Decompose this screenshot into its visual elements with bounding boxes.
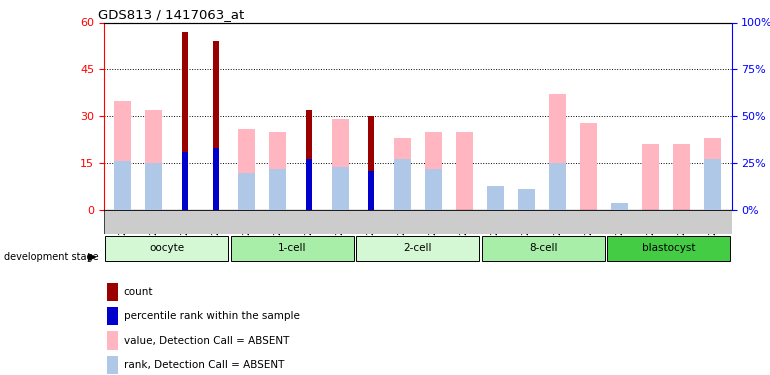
Bar [306, 159, 312, 210]
Bar [705, 138, 721, 210]
Text: 1-cell: 1-cell [278, 243, 306, 254]
Bar [357, 236, 479, 261]
Bar [705, 159, 721, 210]
Bar [238, 172, 256, 210]
Text: 2-cell: 2-cell [403, 243, 432, 254]
Bar [182, 32, 188, 210]
Text: rank, Detection Call = ABSENT: rank, Detection Call = ABSENT [124, 360, 284, 370]
Bar [107, 283, 118, 301]
Bar [107, 356, 118, 374]
Bar [107, 307, 118, 326]
Bar [332, 119, 349, 210]
Text: percentile rank within the sample: percentile rank within the sample [124, 311, 300, 321]
Bar [611, 202, 628, 210]
Bar [642, 144, 659, 210]
Bar [611, 204, 628, 210]
Bar [368, 171, 374, 210]
Bar [456, 132, 473, 210]
Text: ▶: ▶ [88, 252, 96, 262]
Bar [368, 116, 374, 210]
Bar [673, 144, 691, 210]
Text: value, Detection Call = ABSENT: value, Detection Call = ABSENT [124, 336, 289, 346]
Bar [145, 110, 162, 210]
Bar [231, 236, 353, 261]
Bar [107, 332, 118, 350]
Bar [487, 186, 504, 210]
Text: development stage: development stage [4, 252, 99, 262]
Bar [482, 236, 604, 261]
Bar [114, 100, 131, 210]
Text: oocyte: oocyte [149, 243, 184, 254]
Bar [145, 163, 162, 210]
Bar [114, 161, 131, 210]
Bar [518, 189, 535, 210]
Bar [270, 132, 286, 210]
Bar [213, 41, 219, 210]
Bar [393, 138, 410, 210]
Bar [608, 236, 730, 261]
Bar [270, 169, 286, 210]
Bar [182, 152, 188, 210]
Bar [213, 148, 219, 210]
Bar [549, 163, 566, 210]
Bar [580, 123, 598, 210]
Bar [332, 167, 349, 210]
Bar [238, 129, 256, 210]
Bar [425, 132, 442, 210]
Text: count: count [124, 287, 153, 297]
Text: 8-cell: 8-cell [529, 243, 557, 254]
Bar [425, 169, 442, 210]
Bar [549, 94, 566, 210]
Bar [105, 236, 228, 261]
Bar [393, 159, 410, 210]
Text: blastocyst: blastocyst [642, 243, 695, 254]
Text: GDS813 / 1417063_at: GDS813 / 1417063_at [98, 8, 244, 21]
Bar [306, 110, 312, 210]
